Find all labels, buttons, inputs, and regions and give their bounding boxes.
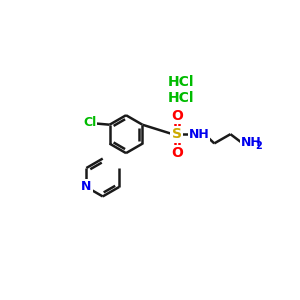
Text: N: N <box>81 181 92 194</box>
Text: HCl: HCl <box>168 75 195 89</box>
Text: O: O <box>171 109 183 123</box>
Text: NH: NH <box>188 128 209 141</box>
Text: HCl: HCl <box>168 92 195 105</box>
Text: NH: NH <box>240 136 261 149</box>
Text: S: S <box>172 127 182 141</box>
Text: O: O <box>171 146 183 160</box>
Text: 2: 2 <box>255 141 262 152</box>
Text: Cl: Cl <box>83 116 96 129</box>
